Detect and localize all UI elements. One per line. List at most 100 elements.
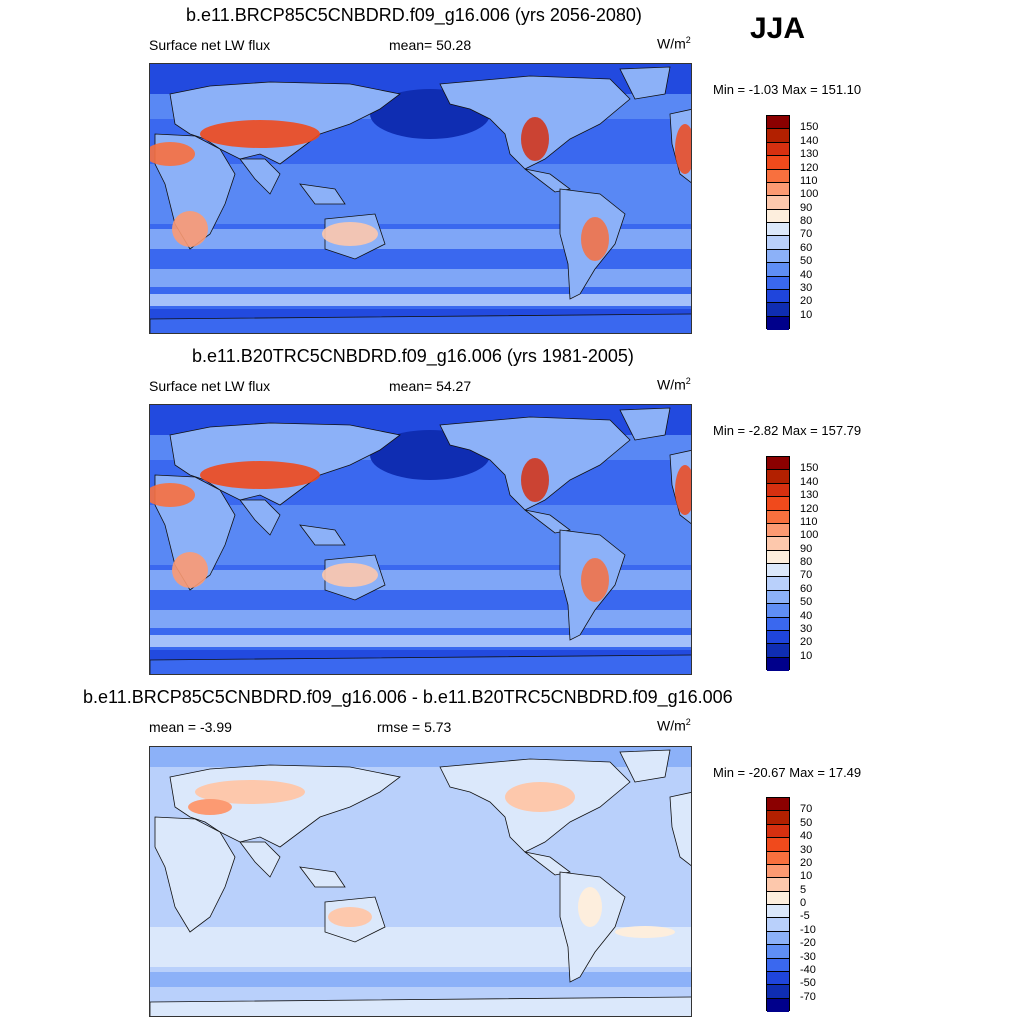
colorbar-swatch bbox=[767, 958, 789, 972]
land-contour bbox=[619, 407, 671, 441]
land-contour bbox=[524, 168, 571, 193]
colorbar-tick-label: -50 bbox=[800, 977, 816, 990]
contour-high bbox=[578, 887, 602, 927]
colorbar-swatch bbox=[767, 838, 789, 852]
colorbar-tick-label: 40 bbox=[800, 609, 813, 622]
colorbar-tick-label: 50 bbox=[800, 596, 813, 609]
colorbar-tick-label: 20 bbox=[800, 856, 813, 869]
map-plot bbox=[149, 746, 692, 1017]
min-max-label: Min = -1.03 Max = 151.10 bbox=[713, 82, 862, 97]
panel-title: b.e11.BRCP85C5CNBDRD.f09_g16.006 - b.e11… bbox=[83, 687, 733, 707]
contour-band bbox=[150, 229, 691, 249]
map-plot bbox=[149, 404, 692, 675]
colorbar-swatch bbox=[767, 316, 789, 330]
colorbar-swatch bbox=[767, 236, 789, 250]
colorbar-tick-label: -20 bbox=[800, 937, 816, 950]
mean-value: mean= 54.27 bbox=[389, 378, 472, 394]
colorbar-swatch bbox=[767, 289, 789, 304]
colorbar-swatch bbox=[767, 470, 789, 484]
colorbar-swatch bbox=[767, 945, 789, 959]
min-max-label: Min = -2.82 Max = 157.79 bbox=[713, 423, 862, 438]
colorbar-tick-label: 110 bbox=[800, 174, 818, 187]
colorbar-tick-label: 80 bbox=[800, 215, 813, 227]
colorbar-tick-label: 90 bbox=[800, 542, 813, 555]
variable-label: Surface net LW flux bbox=[149, 378, 271, 394]
mean-value: mean = -3.99 bbox=[149, 719, 232, 735]
colorbar-swatch bbox=[767, 156, 789, 170]
colorbar bbox=[766, 797, 790, 1012]
contour-band bbox=[150, 635, 691, 647]
units-label: W/m2 bbox=[657, 717, 691, 734]
colorbar-swatch bbox=[767, 824, 789, 839]
contour-high bbox=[322, 222, 378, 246]
colorbar-tick-label: -10 bbox=[800, 923, 816, 936]
season-label: JJA bbox=[750, 12, 806, 45]
land-contour bbox=[524, 851, 571, 876]
land-contour bbox=[524, 509, 571, 534]
colorbar-tick-label: 5 bbox=[800, 883, 807, 896]
colorbar-tick-label: 70 bbox=[800, 803, 813, 816]
contour-high bbox=[505, 782, 575, 812]
land-contour bbox=[299, 866, 346, 888]
contour-high bbox=[195, 780, 305, 804]
colorbar-tick-label: 120 bbox=[800, 161, 819, 174]
contour-high bbox=[172, 211, 208, 247]
panel-title: b.e11.B20TRC5CNBDRD.f09_g16.006 (yrs 198… bbox=[192, 346, 634, 366]
colorbar-tick-label: 110 bbox=[800, 515, 818, 528]
contour-high bbox=[200, 120, 320, 148]
units-label: W/m2 bbox=[657, 35, 691, 52]
mean-value: mean= 50.28 bbox=[389, 37, 472, 53]
land-contour bbox=[299, 524, 346, 546]
colorbar-swatch bbox=[767, 223, 789, 237]
colorbar-swatch bbox=[767, 630, 789, 645]
contour-high bbox=[521, 117, 549, 161]
colorbar-swatch bbox=[767, 510, 789, 524]
colorbar-tick-label: 70 bbox=[800, 569, 813, 582]
contour-band bbox=[150, 269, 691, 287]
land-contour bbox=[619, 749, 671, 783]
colorbar-tick-label: 60 bbox=[800, 241, 813, 254]
colorbar-tick-label: 50 bbox=[800, 816, 813, 829]
colorbar-swatch bbox=[767, 564, 789, 578]
colorbar-swatch bbox=[767, 263, 789, 277]
contour-high bbox=[322, 563, 378, 587]
colorbar-tick-label: -30 bbox=[800, 950, 816, 963]
land-contour bbox=[299, 183, 346, 205]
colorbar-swatch bbox=[767, 182, 789, 197]
colorbar-tick-label: 30 bbox=[800, 843, 813, 856]
colorbar-swatch bbox=[767, 905, 789, 919]
land-contour bbox=[150, 996, 691, 1016]
contour-high bbox=[581, 558, 609, 602]
colorbar-swatch bbox=[767, 497, 789, 511]
land-contour bbox=[669, 792, 691, 866]
contour-high bbox=[581, 217, 609, 261]
colorbar-tick-label: 20 bbox=[800, 295, 813, 308]
colorbar-tick-label: 30 bbox=[800, 281, 813, 294]
colorbar-swatch bbox=[767, 985, 789, 999]
colorbar-swatch bbox=[767, 249, 789, 264]
colorbar-tick-label: 0 bbox=[800, 897, 807, 909]
colorbar-swatch bbox=[767, 276, 789, 290]
contour-high bbox=[188, 799, 232, 815]
colorbar-tick-label: 10 bbox=[800, 649, 813, 662]
contour-high bbox=[521, 458, 549, 502]
colorbar-swatch bbox=[767, 116, 789, 130]
variable-label: Surface net LW flux bbox=[149, 37, 271, 53]
colorbar-tick-label: 70 bbox=[800, 228, 813, 241]
colorbar-swatch bbox=[767, 577, 789, 591]
contour-high bbox=[675, 465, 691, 515]
colorbar-tick-label: 130 bbox=[800, 148, 819, 161]
colorbar-swatch bbox=[767, 864, 789, 879]
colorbar-tick-label: 120 bbox=[800, 502, 819, 515]
colorbar-swatch bbox=[767, 998, 789, 1012]
colorbar-swatch bbox=[767, 657, 789, 671]
colorbar-swatch bbox=[767, 196, 789, 210]
colorbar-swatch bbox=[767, 891, 789, 905]
colorbar-swatch bbox=[767, 129, 789, 143]
colorbar-swatch bbox=[767, 209, 789, 223]
colorbar-tick-label: -5 bbox=[800, 910, 810, 923]
colorbar-swatch bbox=[767, 303, 789, 317]
units-label: W/m2 bbox=[657, 376, 691, 393]
colorbar-swatch bbox=[767, 811, 789, 825]
colorbar-tick-label: 140 bbox=[800, 475, 819, 488]
